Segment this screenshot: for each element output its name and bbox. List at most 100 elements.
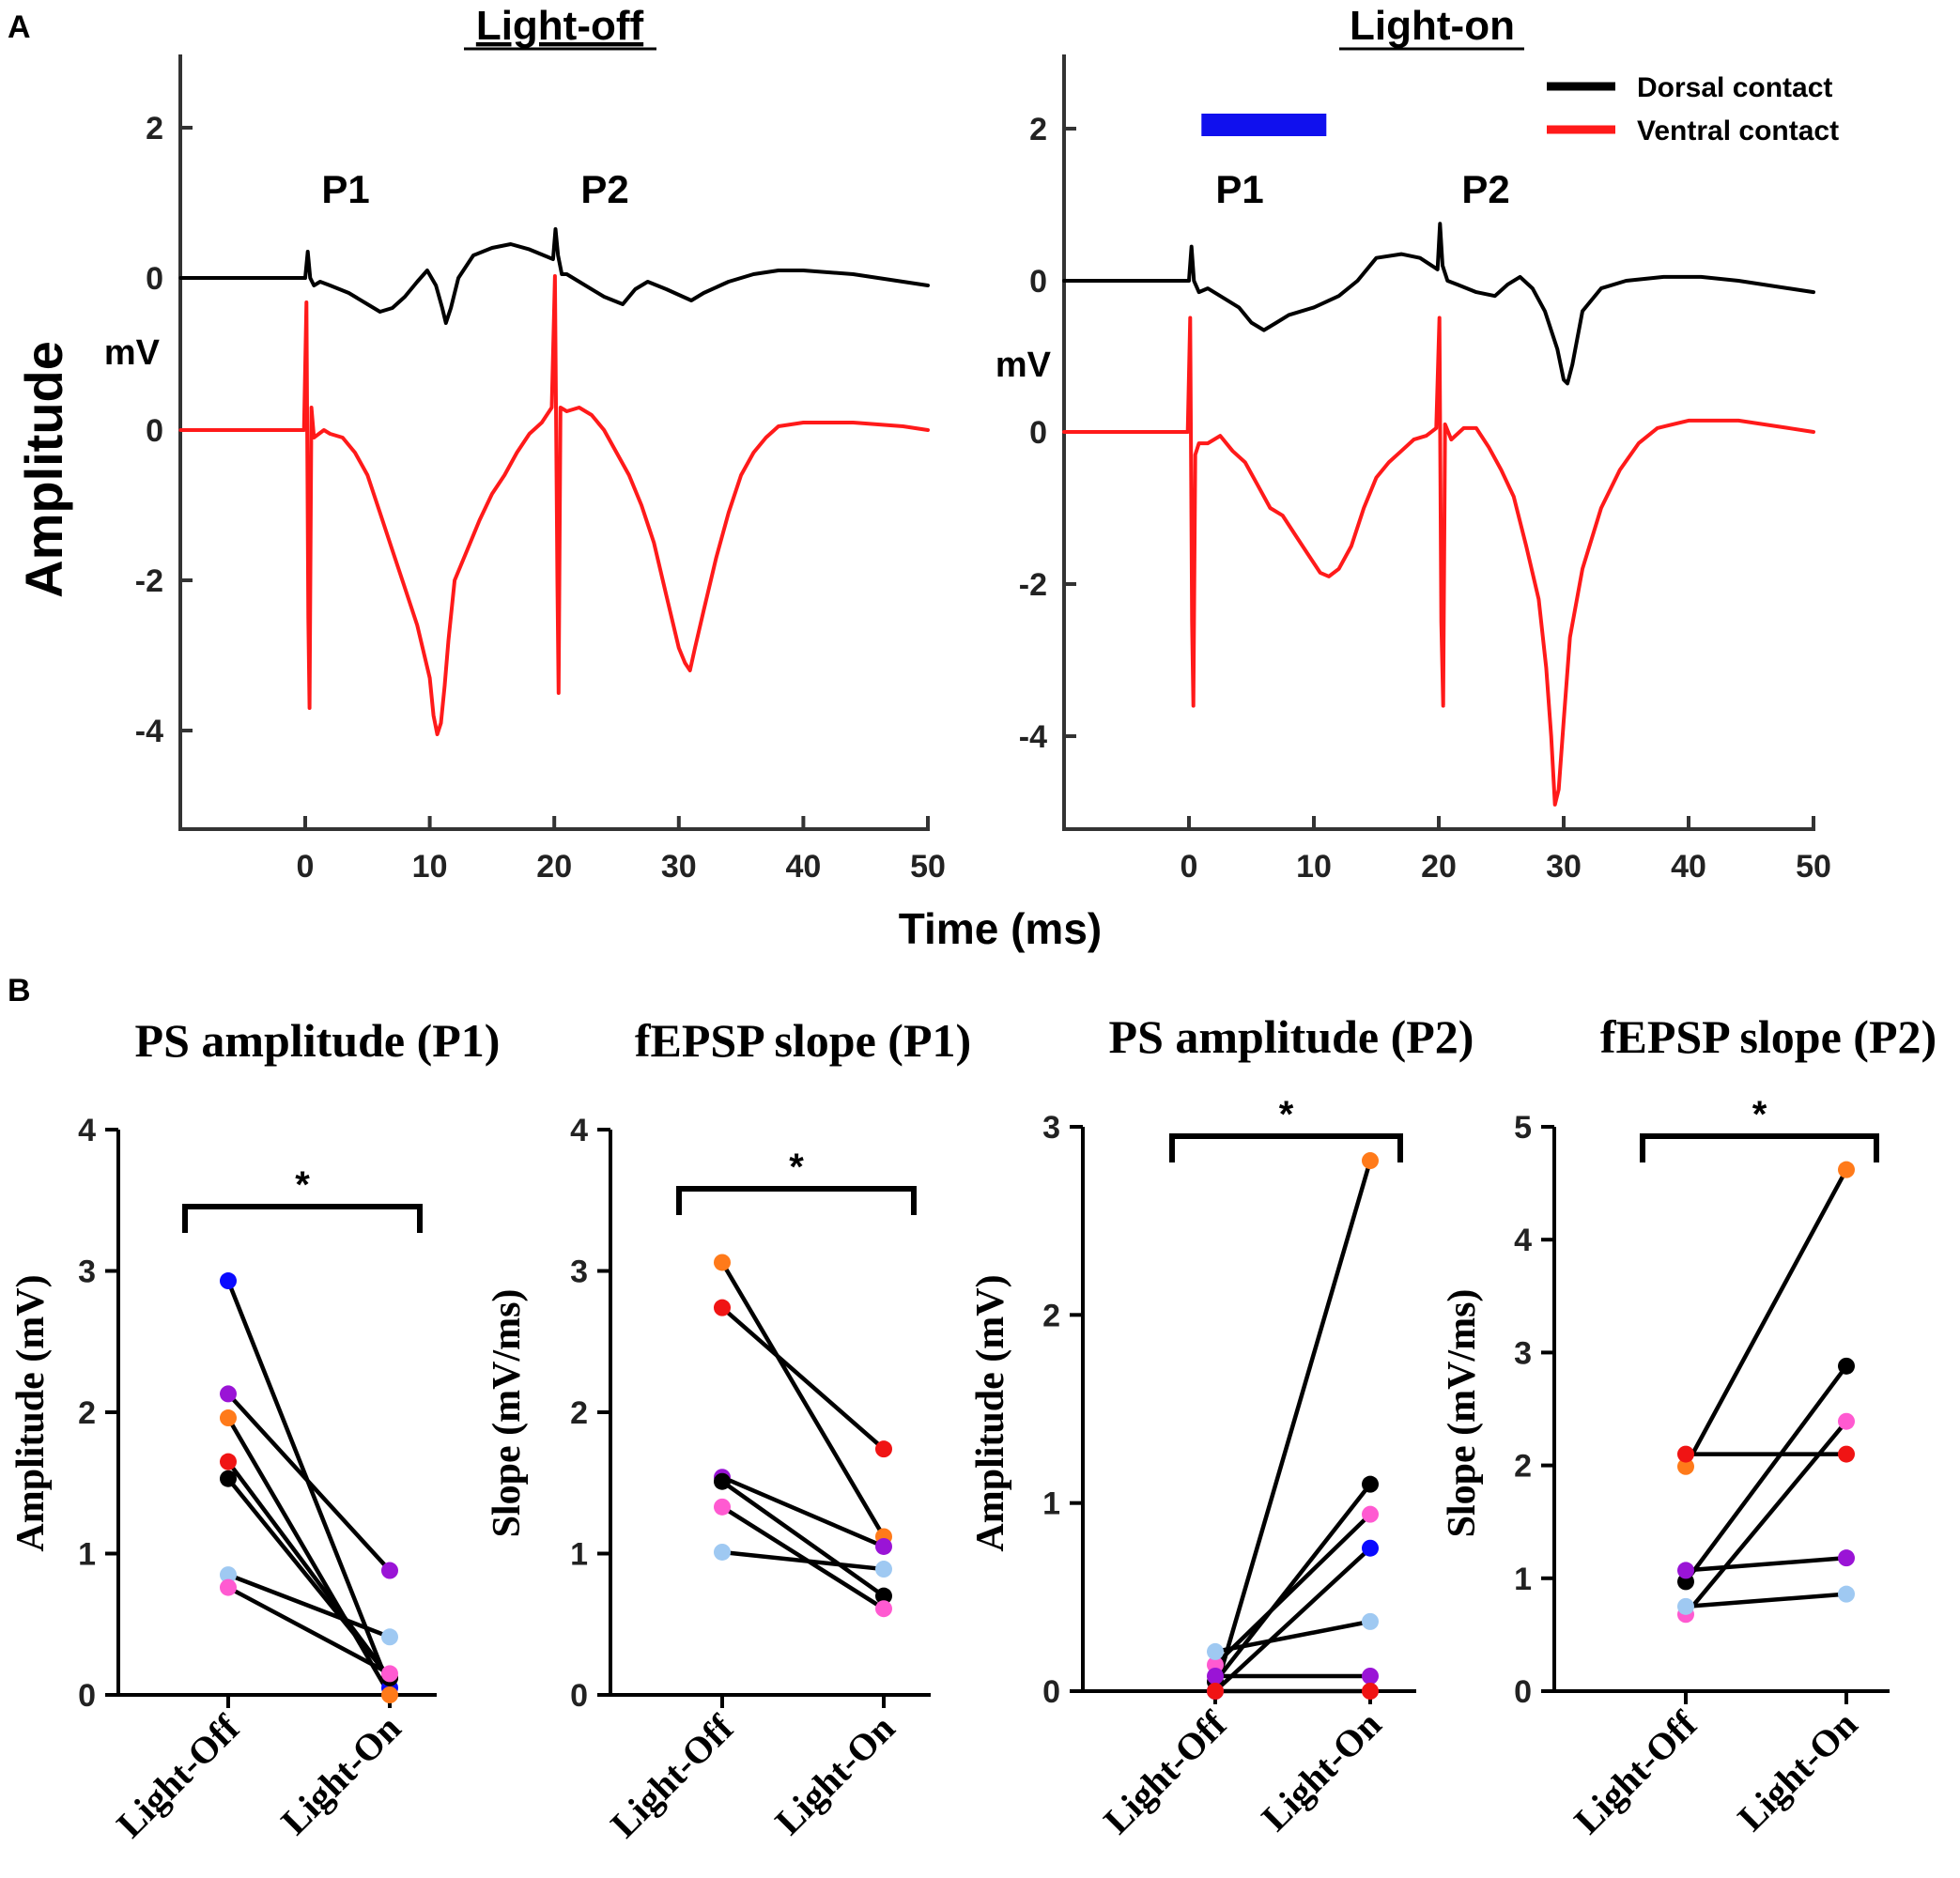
fepsp-slope-p2-light-on-point [1838, 1585, 1855, 1603]
fepsp-slope-p1-pair-line [721, 1549, 885, 1572]
light-off-x-tick-label: 10 [412, 849, 448, 885]
ps-amplitude-p2-light-on-point [1362, 1667, 1379, 1685]
fepsp-slope-p2-title: fEPSP slope (P2) [1600, 1010, 1937, 1063]
panel-a-y-axis-label: Amplitude [14, 341, 73, 598]
fepsp-slope-p2-pair-line [1684, 1364, 1848, 1583]
light-on-dorsal-y-tick-label: 0 [1029, 264, 1047, 300]
fepsp-slope-p1-y-tick-label: 0 [570, 1678, 588, 1714]
light-on-ventral-y-tick-label: -4 [1019, 719, 1047, 755]
ps-amplitude-p1-pair-line [226, 1477, 392, 1680]
ps-amplitude-p1-y-tick-label: 4 [78, 1113, 96, 1148]
ps-amplitude-p2-light-on-point [1362, 1539, 1379, 1557]
ps-amplitude-p2-light-off-point [1207, 1667, 1224, 1685]
fepsp-slope-p1-y-tick-label: 2 [570, 1395, 588, 1431]
light-off-x-tick-label: 0 [297, 849, 315, 885]
ps-amplitude-p1-significance-bracket [182, 1204, 423, 1233]
fepsp-slope-p2-light-on-point [1838, 1412, 1855, 1430]
light-on-ventral-y-tick-label: 0 [1029, 415, 1047, 451]
fepsp-slope-p2-y-tick-label: 0 [1514, 1674, 1532, 1710]
light-on-trace-panel: Light-on mV P1 P2 200-2-4 0 10 20 30 40 50 [995, 3, 1831, 885]
fepsp-slope-p1-y-tick-label: 4 [570, 1113, 588, 1148]
fepsp-slope-p2-y-tick-label: 3 [1514, 1335, 1532, 1371]
ps-amplitude-p2-y-tick-label: 1 [1042, 1486, 1060, 1522]
ps-amplitude-p2-category-label: Light-Off [1095, 1702, 1235, 1842]
fepsp-slope-p1-light-on-point [875, 1600, 892, 1618]
ps-amplitude-p1-pair-line [226, 1416, 392, 1697]
fepsp-slope-p1-category-label: Light-On [766, 1707, 903, 1843]
ps-amplitude-p1-light-off-point [220, 1453, 237, 1470]
fepsp-slope-p1-category-label: Light-Off [602, 1706, 742, 1846]
ps-amplitude-p1-light-off-point [220, 1566, 237, 1584]
ps-amplitude-p2-light-on-point [1362, 1683, 1379, 1700]
fepsp-slope-p2-pair-line [1684, 1420, 1848, 1616]
light-stimulus-bar [1201, 114, 1327, 136]
fepsp-slope-p2-light-on-point [1838, 1357, 1855, 1375]
ps-amplitude-p2-pair-line [1213, 1547, 1372, 1693]
ps-amplitude-p2-plot: PS amplitude (P2) Amplitude (mV) 0 1 2 3 Lig… [969, 1010, 1474, 1842]
ps-amplitude-p1-y-tick-label: 1 [78, 1537, 96, 1573]
ps-amplitude-p1-plot: PS amplitude (P1) Amplitude (mV) 0 1 2 3 4 Li… [9, 1014, 500, 1846]
ps-amplitude-p2-light-on-point [1362, 1612, 1379, 1630]
fepsp-slope-p1-light-on-point [875, 1440, 892, 1458]
fepsp-slope-p2-y-tick-label: 4 [1514, 1223, 1532, 1258]
ps-amplitude-p1-pair-line [226, 1585, 392, 1676]
ps-amplitude-p1-y-tick-label: 3 [78, 1255, 96, 1290]
ps-amplitude-p2-y-tick-label: 2 [1042, 1298, 1060, 1333]
fepsp-slope-p1-light-off-point [714, 1254, 731, 1271]
light-off-x-tick-label: 20 [536, 849, 572, 885]
fepsp-slope-p1-light-off-point [714, 1299, 731, 1316]
fepsp-slope-p2-light-off-point [1677, 1597, 1694, 1615]
ps-amplitude-p2-light-off-point [1207, 1683, 1224, 1700]
ps-amplitude-p2-category-label: Light-On [1253, 1703, 1389, 1840]
fepsp-slope-p2-light-on-point [1838, 1161, 1855, 1178]
fepsp-slope-p1-title: fEPSP slope (P1) [635, 1014, 971, 1067]
light-on-x-tick-label: 50 [1796, 849, 1831, 885]
ps-amplitude-p2-y-tick-label: 0 [1042, 1674, 1060, 1710]
ps-amplitude-p2-title: PS amplitude (P2) [1109, 1010, 1474, 1063]
fepsp-slope-p1-plot: fEPSP slope (P1) Slope (mV/ms) 0 1 2 3 4 Ligh… [486, 1014, 971, 1846]
ps-amplitude-p1-light-on-point [381, 1628, 398, 1646]
fepsp-slope-p2-y-tick-label: 5 [1514, 1110, 1532, 1146]
ps-amplitude-p1-light-on-point [381, 1562, 398, 1579]
legend: Dorsal contact Ventral contact [1547, 72, 1839, 146]
light-off-unit-label: mV [104, 333, 161, 373]
ps-amplitude-p2-y-tick-label: 3 [1042, 1110, 1060, 1146]
light-on-x-tick-label: 40 [1671, 849, 1706, 885]
ps-amplitude-p2-light-on-point [1362, 1152, 1379, 1170]
ps-amplitude-p1-light-on-point [381, 1665, 398, 1683]
light-off-ventral-trace [178, 274, 930, 736]
ps-amplitude-p2-pair-line [1212, 1160, 1373, 1692]
ps-amplitude-p1-pair-line [227, 1572, 391, 1639]
fepsp-slope-p2-category-label: Light-Off [1566, 1702, 1705, 1842]
ps-amplitude-p2-pair-line [1214, 1619, 1371, 1655]
fepsp-slope-p1-light-off-point [714, 1472, 731, 1490]
panel-a-x-axis-label: Time (ms) [899, 904, 1102, 953]
ps-amplitude-p1-light-off-point [220, 1272, 237, 1290]
light-off-ventral-y-tick-label: 0 [146, 413, 163, 449]
fepsp-slope-p2-light-off-point [1677, 1457, 1694, 1475]
fepsp-slope-p1-pair-line [721, 1475, 885, 1549]
fepsp-slope-p2-light-on-point [1838, 1445, 1855, 1463]
legend-label-ventral: Ventral contact [1637, 115, 1839, 146]
light-on-dorsal-trace [1062, 222, 1815, 386]
fepsp-slope-p1-y-label: Slope (mV/ms) [486, 1289, 529, 1538]
panel-a-letter: A [8, 9, 31, 45]
ps-amplitude-p2-y-label: Amplitude (mV) [969, 1274, 1012, 1551]
light-on-unit-label: mV [995, 346, 1052, 385]
light-off-annotation-p2: P2 [580, 167, 628, 211]
fepsp-slope-p2-light-on-point [1838, 1549, 1855, 1567]
ps-amplitude-p1-pair-line [226, 1392, 392, 1573]
ps-amplitude-p1-category-label: Light-Off [108, 1706, 248, 1846]
ps-amplitude-p1-significance-star: * [295, 1164, 310, 1206]
light-off-dorsal-trace [178, 227, 930, 325]
light-off-dorsal-y-tick-label: 0 [146, 261, 163, 297]
ps-amplitude-p2-significance-bracket [1169, 1133, 1403, 1162]
light-on-dorsal-y-tick-label: 2 [1029, 112, 1047, 147]
light-off-ventral-y-tick-label: -4 [135, 714, 163, 749]
ps-amplitude-p1-light-off-point [220, 1470, 237, 1487]
light-on-ventral-y-tick-label: -2 [1019, 567, 1047, 603]
fepsp-slope-p2-y-label: Slope (mV/ms) [1441, 1289, 1484, 1538]
light-on-x-tick-label: 20 [1421, 849, 1457, 885]
fepsp-slope-p1-significance-bracket [676, 1186, 917, 1215]
ps-amplitude-p1-light-off-point [220, 1578, 237, 1596]
